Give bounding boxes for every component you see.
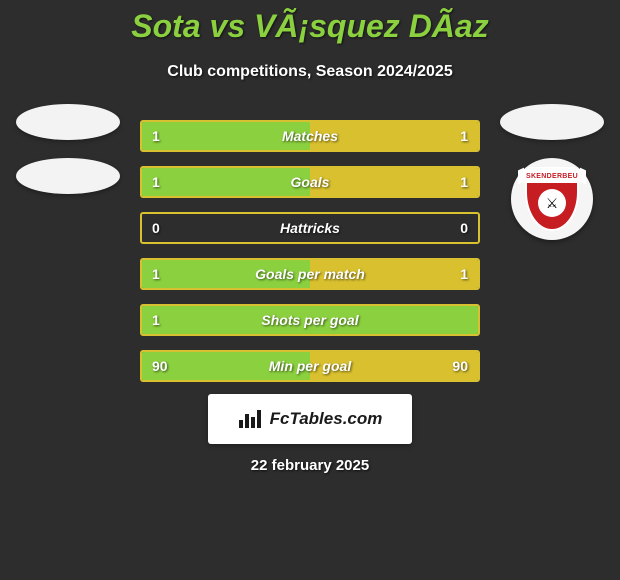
stat-right-value: 1 bbox=[460, 174, 468, 190]
player-placeholder-icon bbox=[500, 104, 604, 140]
stat-right-value: 0 bbox=[460, 220, 468, 236]
shield-emblem-icon: ⚔ bbox=[538, 189, 566, 217]
club-name-banner: SKENDERBEU bbox=[523, 169, 581, 183]
player-placeholder-icon bbox=[16, 104, 120, 140]
stat-label: Hattricks bbox=[142, 220, 478, 236]
brand-bars-icon bbox=[238, 408, 264, 430]
stat-row: 1Shots per goal bbox=[140, 304, 480, 336]
subtitle: Club competitions, Season 2024/2025 bbox=[0, 63, 620, 81]
page-title: Sota vs VÃ¡squez DÃ­az bbox=[0, 0, 620, 45]
club-placeholder-icon bbox=[16, 158, 120, 194]
stat-row: 1Goals1 bbox=[140, 166, 480, 198]
stat-row: 1Matches1 bbox=[140, 120, 480, 152]
brand-badge: FcTables.com bbox=[208, 394, 412, 444]
stat-label: Goals bbox=[142, 174, 478, 190]
stats-bars: 1Matches11Goals10Hattricks01Goals per ma… bbox=[140, 120, 480, 396]
stat-row: 1Goals per match1 bbox=[140, 258, 480, 290]
stat-label: Shots per goal bbox=[142, 312, 478, 328]
stat-label: Goals per match bbox=[142, 266, 478, 282]
stat-right-value: 90 bbox=[452, 358, 468, 374]
stat-label: Matches bbox=[142, 128, 478, 144]
stat-right-value: 1 bbox=[460, 266, 468, 282]
stat-row: 0Hattricks0 bbox=[140, 212, 480, 244]
left-badges bbox=[8, 104, 128, 212]
right-badges: SKENDERBEU ⚔ bbox=[492, 104, 612, 240]
date-label: 22 february 2025 bbox=[0, 457, 620, 474]
stat-right-value: 1 bbox=[460, 128, 468, 144]
shield-icon: SKENDERBEU ⚔ bbox=[525, 167, 579, 231]
club-badge-right: SKENDERBEU ⚔ bbox=[511, 158, 593, 240]
stat-label: Min per goal bbox=[142, 358, 478, 374]
brand-text: FcTables.com bbox=[270, 409, 383, 429]
stat-row: 90Min per goal90 bbox=[140, 350, 480, 382]
